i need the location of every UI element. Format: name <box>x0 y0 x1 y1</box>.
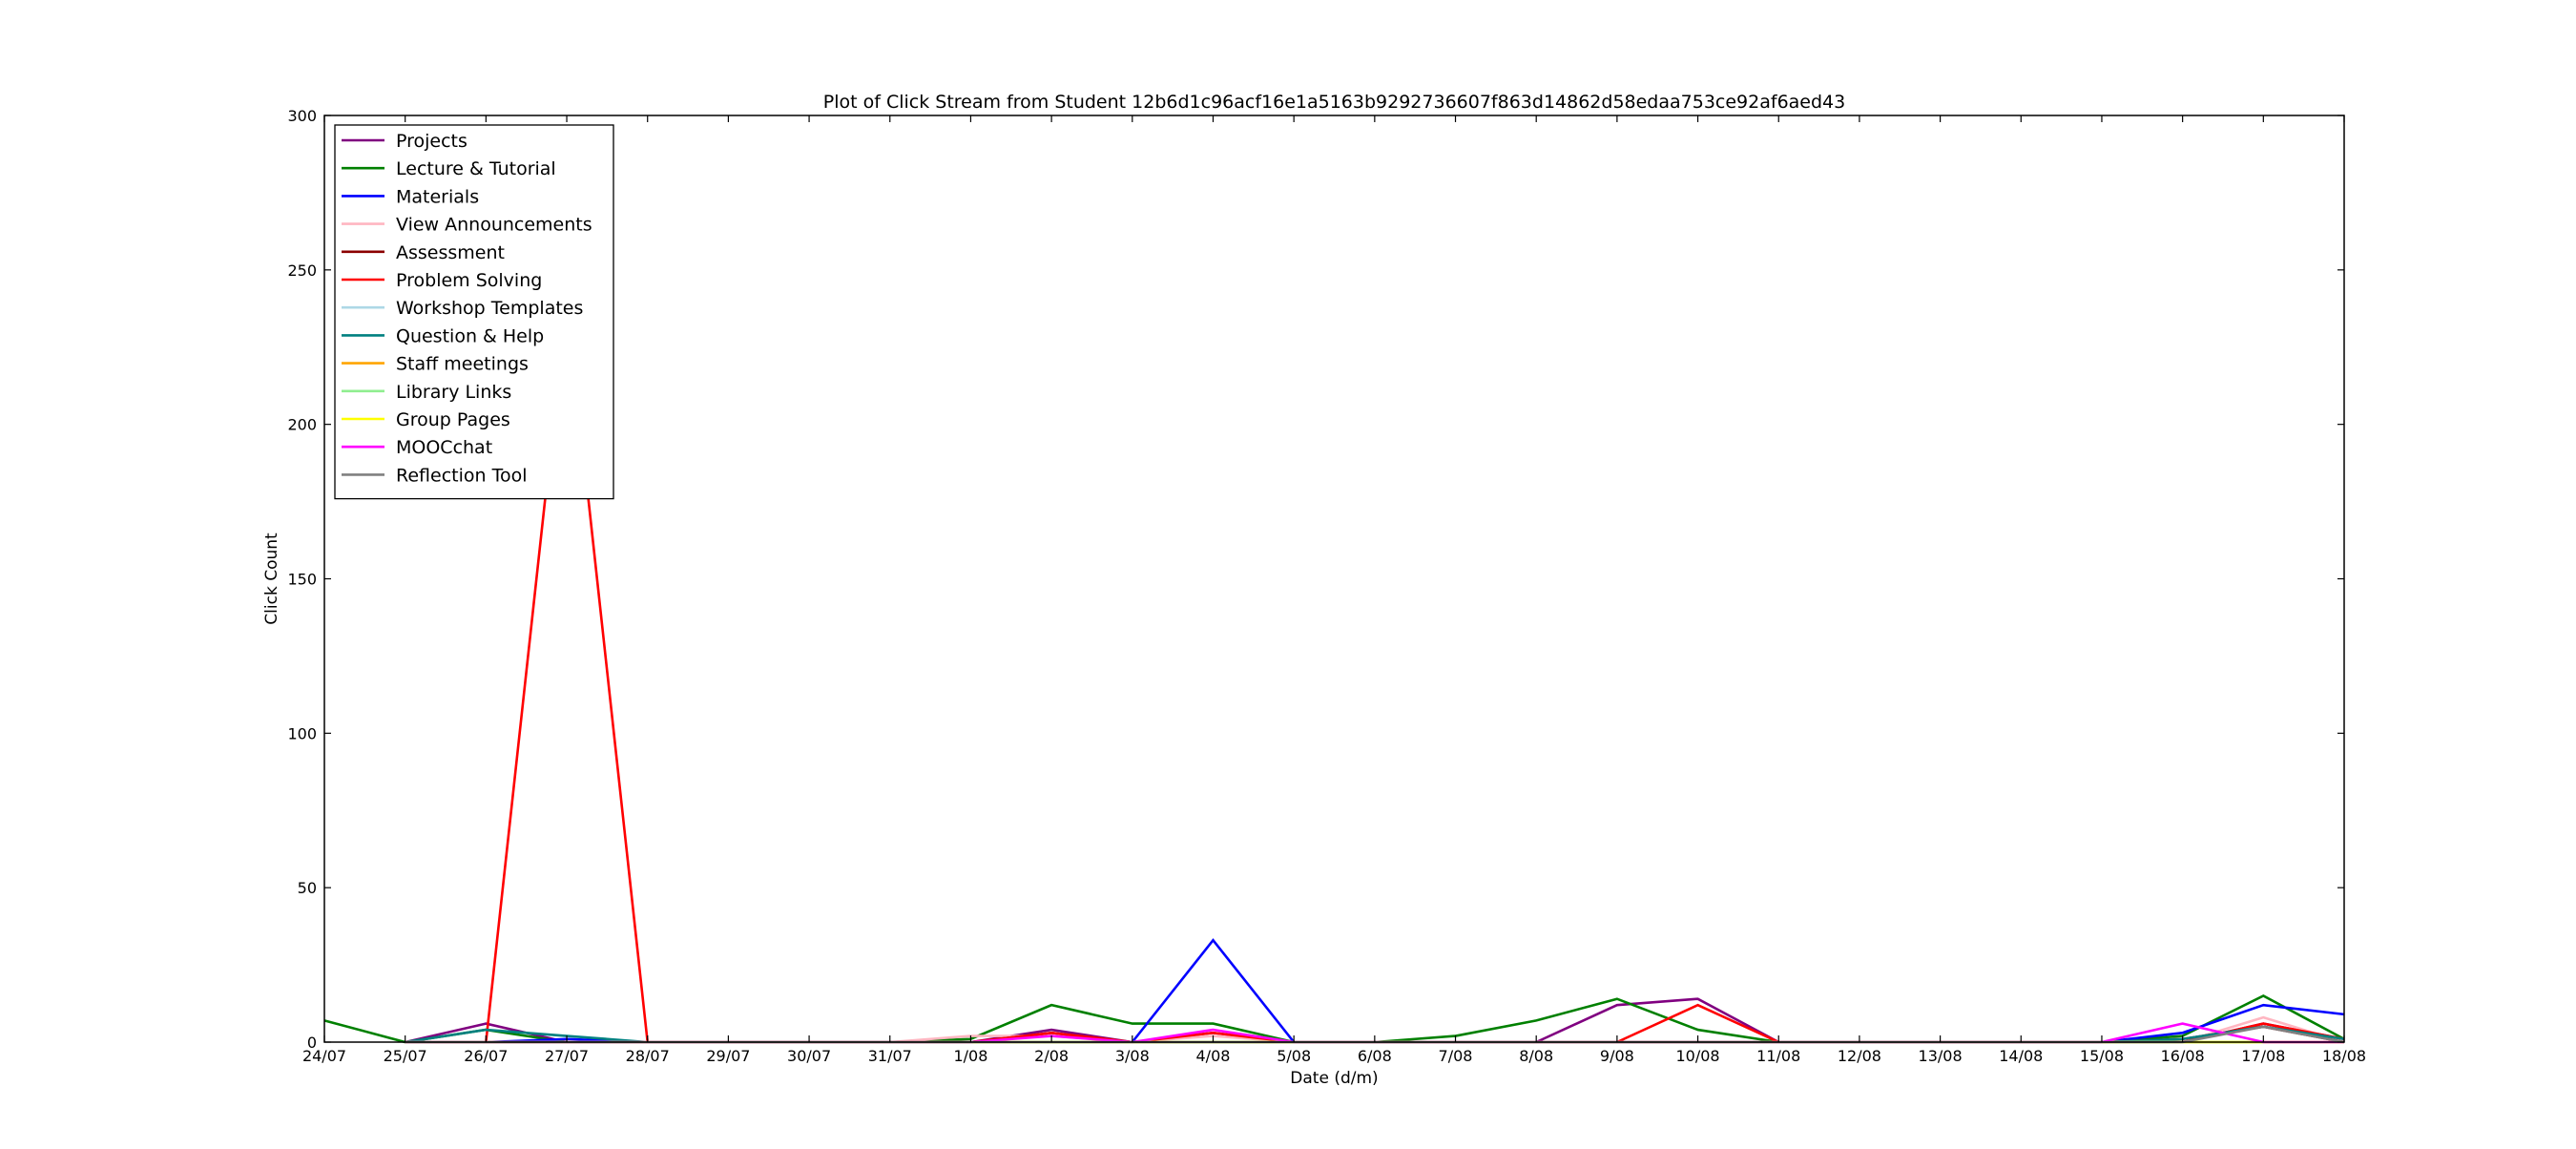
legend-label-problem-solving: Problem Solving <box>396 270 542 291</box>
x-tick-label: 13/08 <box>1919 1047 1963 1065</box>
x-tick-label: 9/08 <box>1600 1047 1634 1065</box>
legend-label-view-announcements: View Announcements <box>396 215 592 236</box>
y-tick-label: 100 <box>287 724 317 742</box>
legend-label-moocchat: MOOCchat <box>396 437 492 458</box>
x-tick-label: 2/08 <box>1034 1047 1069 1065</box>
legend-label-lecture-tutorial: Lecture & Tutorial <box>396 158 556 179</box>
x-tick-label: 29/07 <box>706 1047 750 1065</box>
x-tick-label: 16/08 <box>2161 1047 2205 1065</box>
axis-ticks: 24/07 25/07 26/07 27/07 28/07 29/07 30/07 31/07… <box>287 107 2366 1065</box>
legend-label-library-links: Library Links <box>396 382 511 403</box>
series-line-lecture-tutorial <box>323 993 2345 1044</box>
x-tick-label: 1/08 <box>953 1047 987 1065</box>
series-layer <box>323 301 2345 1044</box>
x-tick-label: 26/07 <box>464 1047 508 1065</box>
x-tick-label: 5/08 <box>1277 1047 1311 1065</box>
x-tick-label: 14/08 <box>1999 1047 2043 1065</box>
x-tick-label: 17/08 <box>2241 1047 2285 1065</box>
legend-label-question-help: Question & Help <box>396 325 544 346</box>
x-tick-label: 31/07 <box>868 1047 912 1065</box>
chart-title: Plot of Click Stream from Student 12b6d1… <box>823 92 1845 113</box>
legend-label-assessment: Assessment <box>396 242 505 263</box>
x-tick-label: 11/08 <box>1756 1047 1800 1065</box>
x-axis-label: Date (d/m) <box>1290 1069 1378 1088</box>
y-tick-label: 250 <box>287 261 317 280</box>
legend: Projects Lecture & Tutorial Materials View … <box>334 124 614 500</box>
y-tick-label: 150 <box>287 571 317 589</box>
y-tick-label: 300 <box>287 107 317 125</box>
legend-label-projects: Projects <box>396 131 467 152</box>
x-tick-label: 25/07 <box>384 1047 427 1065</box>
x-tick-label: 15/08 <box>2080 1047 2124 1065</box>
x-tick-label: 28/07 <box>626 1047 670 1065</box>
x-tick-label: 8/08 <box>1519 1047 1553 1065</box>
legend-label-staff-meetings: Staff meetings <box>396 354 529 375</box>
x-tick-label: 27/07 <box>545 1047 589 1065</box>
legend-label-workshop-templates: Workshop Templates <box>396 298 583 319</box>
x-tick-label: 10/08 <box>1676 1047 1720 1065</box>
legend-label-group-pages: Group Pages <box>396 409 510 430</box>
x-tick-label: 6/08 <box>1358 1047 1392 1065</box>
x-tick-label: 7/08 <box>1439 1047 1473 1065</box>
y-axis-label: Click Count <box>262 533 281 625</box>
legend-box <box>334 124 614 500</box>
series-line-problem-solving <box>485 301 2345 1044</box>
legend-label-reflection-tool: Reflection Tool <box>396 465 527 486</box>
legend-label-materials: Materials <box>396 186 479 207</box>
y-tick-label: 200 <box>287 416 317 434</box>
y-tick-label: 50 <box>298 879 317 897</box>
plot-area-frame <box>323 115 2345 1043</box>
x-tick-label: 4/08 <box>1196 1047 1231 1065</box>
x-tick-label: 12/08 <box>1838 1047 1881 1065</box>
x-tick-label: 3/08 <box>1115 1047 1150 1065</box>
x-tick-label: 24/07 <box>302 1047 346 1065</box>
x-tick-label: 30/07 <box>787 1047 831 1065</box>
x-tick-label: 18/08 <box>2322 1047 2366 1065</box>
y-tick-label: 0 <box>307 1034 317 1052</box>
series-line-materials <box>405 938 2345 1044</box>
